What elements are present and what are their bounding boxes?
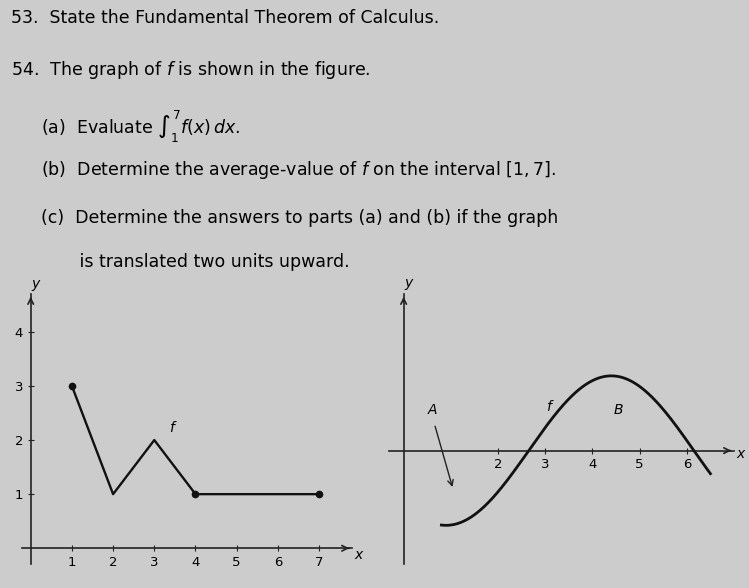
Text: $B$: $B$ bbox=[613, 403, 624, 416]
Text: x: x bbox=[354, 548, 363, 562]
Text: $f$: $f$ bbox=[169, 420, 178, 435]
Text: 54.  The graph of $f$ is shown in the figure.: 54. The graph of $f$ is shown in the fig… bbox=[11, 59, 371, 81]
Text: (a)  Evaluate $\int_1^7 f(x)\,dx$.: (a) Evaluate $\int_1^7 f(x)\,dx$. bbox=[41, 109, 240, 145]
Text: $A$: $A$ bbox=[427, 403, 438, 416]
Text: $f$: $f$ bbox=[545, 399, 554, 415]
Text: y: y bbox=[31, 278, 40, 291]
Text: 53.  State the Fundamental Theorem of Calculus.: 53. State the Fundamental Theorem of Cal… bbox=[11, 9, 440, 27]
Text: x: x bbox=[736, 447, 745, 461]
Text: (c)  Determine the answers to parts (a) and (b) if the graph: (c) Determine the answers to parts (a) a… bbox=[41, 209, 559, 227]
Text: is translated two units upward.: is translated two units upward. bbox=[41, 253, 350, 271]
Text: y: y bbox=[404, 276, 413, 290]
Text: (b)  Determine the average-value of $f$ on the interval $[1, 7]$.: (b) Determine the average-value of $f$ o… bbox=[41, 159, 556, 181]
